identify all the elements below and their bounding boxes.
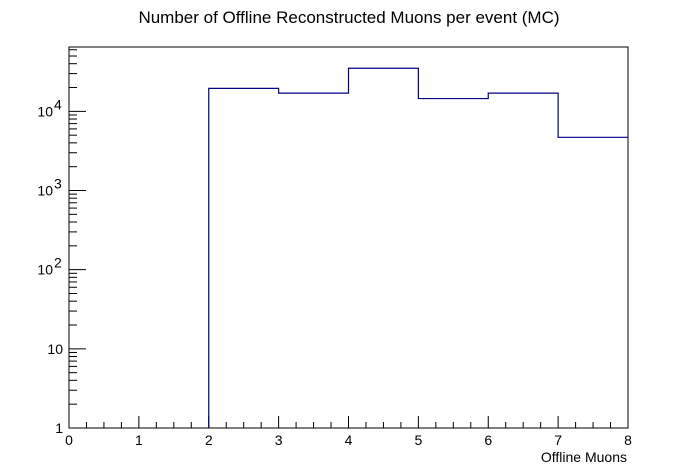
- y-tick-label: 10 3: [37, 176, 62, 199]
- x-tick-label: 4: [345, 432, 353, 448]
- x-tick-label: 2: [205, 432, 213, 448]
- x-axis-label: Offline Muons: [541, 449, 627, 465]
- y-tick-label: 10: [47, 341, 63, 357]
- x-tick-label: 3: [275, 432, 283, 448]
- svg-text:2: 2: [54, 255, 62, 271]
- y-major-ticks: [69, 110, 86, 429]
- y-tick-label: 10 4: [37, 96, 62, 119]
- svg-text:10: 10: [37, 183, 53, 199]
- x-tick-label: 7: [554, 432, 562, 448]
- svg-text:3: 3: [54, 176, 62, 192]
- svg-text:1: 1: [55, 420, 63, 436]
- histogram-series-line: [208, 67, 628, 428]
- x-tick-label: 0: [65, 432, 73, 448]
- plot-frame: [68, 46, 629, 429]
- y-tick-label: 1: [55, 420, 63, 436]
- x-tick-label: 1: [135, 432, 143, 448]
- x-tick-label: 8: [624, 432, 632, 448]
- y-tick-label: 10 2: [37, 255, 62, 278]
- y-minor-ticks: [69, 49, 77, 405]
- svg-text:10: 10: [37, 262, 53, 278]
- x-tick-label: 6: [484, 432, 492, 448]
- svg-text:4: 4: [54, 96, 62, 112]
- x-tick-label: 5: [414, 432, 422, 448]
- x-ticks: [68, 416, 629, 428]
- svg-text:10: 10: [37, 103, 53, 119]
- x-tick-labels: 0 1 2 3 4 5 6 7 8: [65, 432, 632, 448]
- svg-text:10: 10: [47, 341, 63, 357]
- chart-title: Number of Offline Reconstructed Muons pe…: [138, 8, 559, 27]
